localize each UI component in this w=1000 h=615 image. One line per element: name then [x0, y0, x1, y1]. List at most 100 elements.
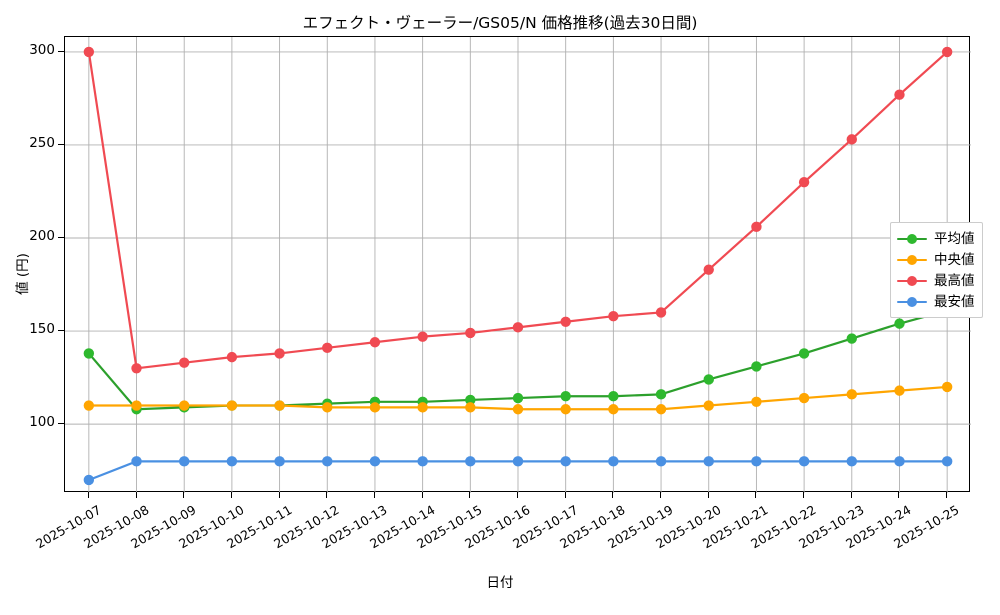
y-tick-mark	[58, 330, 64, 332]
data-point-marker[interactable]	[226, 351, 238, 363]
x-axis-title: 日付	[486, 575, 514, 591]
chart-title: エフェクト・ヴェーラー/GS05/N 価格推移(過去30日間)	[302, 14, 698, 32]
data-point-marker[interactable]	[846, 389, 857, 400]
legend-label: 中央値	[934, 251, 975, 268]
y-tick-mark	[58, 237, 64, 238]
data-point-marker[interactable]	[655, 456, 667, 467]
data-point-marker[interactable]	[179, 456, 190, 467]
plot-svg	[65, 37, 971, 493]
data-point-marker[interactable]	[846, 333, 857, 344]
data-point-marker[interactable]	[465, 402, 476, 413]
data-point-marker[interactable]	[655, 404, 667, 415]
x-tick-mark	[660, 492, 662, 498]
data-point-marker[interactable]	[560, 316, 571, 327]
data-point-marker[interactable]	[703, 374, 714, 385]
x-tick-mark	[946, 492, 948, 498]
x-tick-mark	[278, 492, 280, 498]
y-tick-label: 250	[29, 134, 55, 151]
data-point-marker[interactable]	[179, 357, 190, 368]
data-point-marker[interactable]	[179, 400, 190, 411]
x-tick-mark	[87, 492, 89, 498]
data-point-marker[interactable]	[608, 456, 619, 467]
data-point-marker[interactable]	[703, 400, 714, 411]
data-point-marker[interactable]	[322, 402, 333, 413]
data-point-marker[interactable]	[274, 456, 285, 467]
legend-item[interactable]: 平均値	[897, 228, 975, 249]
data-point-marker[interactable]	[322, 342, 333, 354]
x-tick-mark	[564, 492, 566, 498]
data-point-marker[interactable]	[751, 221, 762, 233]
data-point-marker[interactable]	[608, 404, 619, 415]
data-point-marker[interactable]	[274, 400, 285, 411]
data-point-marker[interactable]	[83, 348, 95, 359]
data-point-marker[interactable]	[83, 474, 95, 486]
data-point-marker[interactable]	[274, 348, 285, 359]
data-point-marker[interactable]	[560, 456, 571, 467]
data-point-marker[interactable]	[465, 327, 476, 339]
data-point-marker[interactable]	[83, 400, 95, 411]
data-point-marker[interactable]	[655, 307, 667, 318]
y-tick-mark	[58, 143, 64, 145]
data-point-marker[interactable]	[703, 264, 714, 275]
data-point-marker[interactable]	[751, 396, 762, 407]
y-tick-label: 200	[29, 228, 55, 244]
data-point-marker[interactable]	[941, 456, 953, 467]
data-point-marker[interactable]	[846, 456, 857, 467]
data-point-marker[interactable]	[465, 456, 476, 467]
data-point-marker[interactable]	[83, 46, 95, 58]
data-point-marker[interactable]	[226, 400, 238, 411]
data-point-marker[interactable]	[846, 134, 857, 145]
data-point-marker[interactable]	[131, 400, 142, 411]
legend-label: 最安値	[934, 293, 975, 310]
x-tick-mark	[517, 492, 518, 498]
data-point-marker[interactable]	[894, 456, 905, 467]
x-tick-mark	[421, 492, 423, 498]
data-point-marker[interactable]	[512, 456, 524, 467]
legend-swatch-icon	[897, 295, 927, 309]
x-tick-mark	[135, 492, 137, 498]
legend-item[interactable]: 最高値	[897, 270, 975, 291]
legend-label: 最高値	[934, 272, 975, 289]
data-point-marker[interactable]	[417, 331, 428, 342]
data-point-marker[interactable]	[751, 456, 762, 467]
data-point-marker[interactable]	[465, 394, 476, 406]
data-point-marker[interactable]	[941, 381, 953, 393]
data-point-marker[interactable]	[608, 391, 619, 402]
x-tick-mark	[803, 492, 805, 498]
data-point-marker[interactable]	[226, 456, 238, 467]
data-point-marker[interactable]	[894, 318, 905, 329]
legend-item[interactable]: 最安値	[897, 291, 975, 312]
data-point-marker[interactable]	[560, 391, 571, 402]
chart-legend: 平均値中央値最高値最安値	[890, 222, 983, 318]
legend-swatch-icon	[897, 274, 927, 288]
y-tick-mark	[58, 423, 64, 425]
data-point-marker[interactable]	[417, 456, 428, 467]
legend-item[interactable]: 中央値	[897, 249, 975, 270]
data-point-marker[interactable]	[798, 176, 810, 188]
data-point-marker[interactable]	[369, 402, 381, 413]
data-point-marker[interactable]	[894, 385, 905, 396]
data-point-marker[interactable]	[131, 456, 142, 467]
data-point-marker[interactable]	[560, 404, 571, 415]
data-point-marker[interactable]	[369, 456, 381, 467]
data-point-marker[interactable]	[512, 322, 524, 333]
y-tick-label: 300	[29, 41, 55, 58]
data-point-marker[interactable]	[751, 361, 762, 372]
data-point-marker[interactable]	[512, 404, 524, 415]
data-point-marker[interactable]	[655, 389, 667, 400]
data-point-marker[interactable]	[417, 402, 428, 413]
data-point-marker[interactable]	[608, 310, 619, 322]
y-tick-label: 100	[29, 414, 55, 431]
x-tick-mark	[755, 492, 757, 498]
data-point-marker[interactable]	[941, 46, 953, 58]
data-point-marker[interactable]	[369, 337, 381, 348]
data-point-marker[interactable]	[512, 392, 524, 404]
data-point-marker[interactable]	[322, 456, 333, 467]
data-point-marker[interactable]	[703, 456, 714, 467]
data-point-marker[interactable]	[894, 89, 905, 100]
x-tick-mark	[183, 492, 185, 498]
data-point-marker[interactable]	[798, 456, 810, 467]
data-point-marker[interactable]	[798, 392, 810, 404]
data-point-marker[interactable]	[131, 363, 142, 374]
data-point-marker[interactable]	[798, 348, 810, 359]
